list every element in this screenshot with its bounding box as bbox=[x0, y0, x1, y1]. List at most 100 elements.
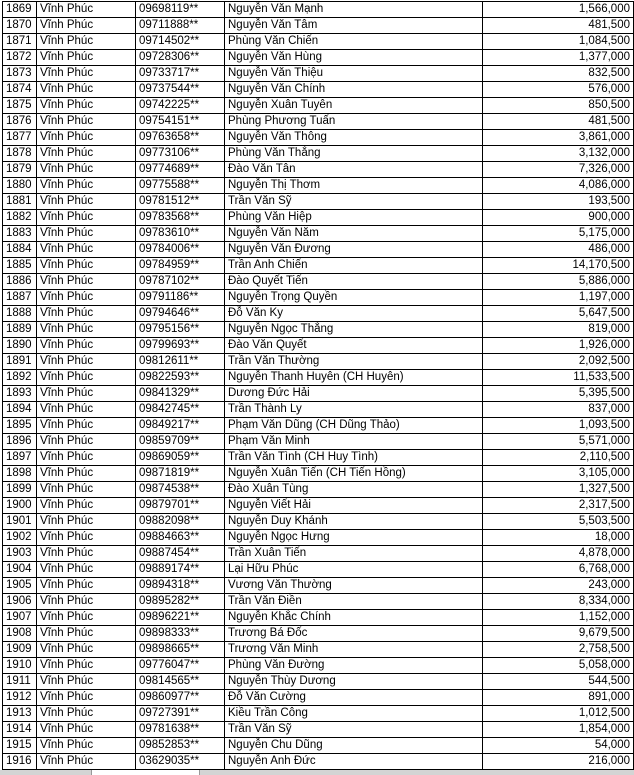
province-cell[interactable]: Vĩnh Phúc bbox=[36, 481, 136, 498]
row-number-cell[interactable]: 1912 bbox=[2, 689, 37, 706]
amount-cell[interactable]: 9,679,500 bbox=[482, 625, 634, 642]
row-number-cell[interactable]: 1896 bbox=[2, 433, 37, 450]
amount-cell[interactable]: 891,000 bbox=[482, 689, 634, 706]
name-cell[interactable]: Nguyễn Văn Mạnh bbox=[224, 1, 483, 18]
name-cell[interactable]: Trần Anh Chiến bbox=[224, 257, 483, 274]
name-cell[interactable]: Phạm Văn Dũng (CH Dũng Thảo) bbox=[224, 417, 483, 434]
row-number-cell[interactable]: 1876 bbox=[2, 113, 37, 130]
phone-cell[interactable]: 09773106** bbox=[135, 145, 225, 162]
amount-cell[interactable]: 11,533,500 bbox=[482, 369, 634, 386]
amount-cell[interactable]: 216,000 bbox=[482, 753, 634, 770]
name-cell[interactable]: Đào Xuân Tùng bbox=[224, 481, 483, 498]
row-number-cell[interactable]: 1890 bbox=[2, 337, 37, 354]
amount-cell[interactable]: 837,000 bbox=[482, 401, 634, 418]
name-cell[interactable]: Nguyễn Thùy Dương bbox=[224, 673, 483, 690]
row-number-cell[interactable]: 1880 bbox=[2, 177, 37, 194]
province-cell[interactable]: Vĩnh Phúc bbox=[36, 65, 136, 82]
province-cell[interactable]: Vĩnh Phúc bbox=[36, 593, 136, 610]
province-cell[interactable]: Vĩnh Phúc bbox=[36, 497, 136, 514]
phone-cell[interactable]: 09874538** bbox=[135, 481, 225, 498]
name-cell[interactable]: Phùng Văn Hiệp bbox=[224, 209, 483, 226]
row-number-cell[interactable]: 1916 bbox=[2, 753, 37, 770]
name-cell[interactable]: Nguyễn Viết Hải bbox=[224, 497, 483, 514]
province-cell[interactable]: Vĩnh Phúc bbox=[36, 321, 136, 338]
amount-cell[interactable]: 1,854,000 bbox=[482, 721, 634, 738]
province-cell[interactable]: Vĩnh Phúc bbox=[36, 225, 136, 242]
amount-cell[interactable]: 1,084,500 bbox=[482, 33, 634, 50]
amount-cell[interactable]: 576,000 bbox=[482, 81, 634, 98]
province-cell[interactable]: Vĩnh Phúc bbox=[36, 385, 136, 402]
province-cell[interactable]: Vĩnh Phúc bbox=[36, 97, 136, 114]
province-cell[interactable]: Vĩnh Phúc bbox=[36, 273, 136, 290]
row-number-cell[interactable]: 1908 bbox=[2, 625, 37, 642]
province-cell[interactable]: Vĩnh Phúc bbox=[36, 513, 136, 530]
name-cell[interactable]: Nguyễn Xuân Tiến (CH Tiến Hồng) bbox=[224, 465, 483, 482]
row-number-cell[interactable]: 1905 bbox=[2, 577, 37, 594]
amount-cell[interactable]: 1,093,500 bbox=[482, 417, 634, 434]
phone-cell[interactable]: 09871819** bbox=[135, 465, 225, 482]
province-cell[interactable]: Vĩnh Phúc bbox=[36, 689, 136, 706]
province-cell[interactable]: Vĩnh Phúc bbox=[36, 209, 136, 226]
sheet-tab[interactable] bbox=[91, 770, 200, 775]
phone-cell[interactable]: 09698119** bbox=[135, 1, 225, 18]
row-number-cell[interactable]: 1902 bbox=[2, 529, 37, 546]
amount-cell[interactable]: 5,503,500 bbox=[482, 513, 634, 530]
amount-cell[interactable]: 5,395,500 bbox=[482, 385, 634, 402]
phone-cell[interactable]: 09884663** bbox=[135, 529, 225, 546]
row-number-cell[interactable]: 1900 bbox=[2, 497, 37, 514]
row-number-cell[interactable]: 1914 bbox=[2, 721, 37, 738]
amount-cell[interactable]: 481,500 bbox=[482, 17, 634, 34]
amount-cell[interactable]: 5,175,000 bbox=[482, 225, 634, 242]
phone-cell[interactable]: 09781512** bbox=[135, 193, 225, 210]
phone-cell[interactable]: 09894318** bbox=[135, 577, 225, 594]
row-number-cell[interactable]: 1888 bbox=[2, 305, 37, 322]
amount-cell[interactable]: 1,152,000 bbox=[482, 609, 634, 626]
name-cell[interactable]: Nguyễn Văn Chính bbox=[224, 81, 483, 98]
province-cell[interactable]: Vĩnh Phúc bbox=[36, 81, 136, 98]
row-number-cell[interactable]: 1906 bbox=[2, 593, 37, 610]
phone-cell[interactable]: 09794646** bbox=[135, 305, 225, 322]
amount-cell[interactable]: 850,500 bbox=[482, 97, 634, 114]
province-cell[interactable]: Vĩnh Phúc bbox=[36, 449, 136, 466]
name-cell[interactable]: Phùng Phương Tuấn bbox=[224, 113, 483, 130]
phone-cell[interactable]: 09849217** bbox=[135, 417, 225, 434]
phone-cell[interactable]: 09774689** bbox=[135, 161, 225, 178]
row-number-cell[interactable]: 1883 bbox=[2, 225, 37, 242]
name-cell[interactable]: Nguyễn Anh Đức bbox=[224, 753, 483, 770]
phone-cell[interactable]: 09737544** bbox=[135, 81, 225, 98]
phone-cell[interactable]: 09728306** bbox=[135, 49, 225, 66]
phone-cell[interactable]: 09742225** bbox=[135, 97, 225, 114]
province-cell[interactable]: Vĩnh Phúc bbox=[36, 609, 136, 626]
name-cell[interactable]: Trương Bá Đốc bbox=[224, 625, 483, 642]
phone-cell[interactable]: 09898665** bbox=[135, 641, 225, 658]
name-cell[interactable]: Đào Văn Quyết bbox=[224, 337, 483, 354]
name-cell[interactable]: Phùng Văn Chiến bbox=[224, 33, 483, 50]
amount-cell[interactable]: 18,000 bbox=[482, 529, 634, 546]
amount-cell[interactable]: 1,327,500 bbox=[482, 481, 634, 498]
row-number-cell[interactable]: 1884 bbox=[2, 241, 37, 258]
row-number-cell[interactable]: 1909 bbox=[2, 641, 37, 658]
amount-cell[interactable]: 3,132,000 bbox=[482, 145, 634, 162]
name-cell[interactable]: Nguyễn Thị Thơm bbox=[224, 177, 483, 194]
phone-cell[interactable]: 09842745** bbox=[135, 401, 225, 418]
name-cell[interactable]: Nguyễn Xuân Tuyên bbox=[224, 97, 483, 114]
row-number-cell[interactable]: 1901 bbox=[2, 513, 37, 530]
amount-cell[interactable]: 3,105,000 bbox=[482, 465, 634, 482]
province-cell[interactable]: Vĩnh Phúc bbox=[36, 433, 136, 450]
row-number-cell[interactable]: 1913 bbox=[2, 705, 37, 722]
phone-cell[interactable]: 09711888** bbox=[135, 17, 225, 34]
province-cell[interactable]: Vĩnh Phúc bbox=[36, 289, 136, 306]
row-number-cell[interactable]: 1873 bbox=[2, 65, 37, 82]
name-cell[interactable]: Trương Văn Minh bbox=[224, 641, 483, 658]
row-number-cell[interactable]: 1904 bbox=[2, 561, 37, 578]
name-cell[interactable]: Nguyễn Văn Tâm bbox=[224, 17, 483, 34]
row-number-cell[interactable]: 1898 bbox=[2, 465, 37, 482]
phone-cell[interactable]: 09852853** bbox=[135, 737, 225, 754]
phone-cell[interactable]: 09781638** bbox=[135, 721, 225, 738]
amount-cell[interactable]: 2,092,500 bbox=[482, 353, 634, 370]
row-number-cell[interactable]: 1869 bbox=[2, 1, 37, 18]
province-cell[interactable]: Vĩnh Phúc bbox=[36, 737, 136, 754]
row-number-cell[interactable]: 1889 bbox=[2, 321, 37, 338]
name-cell[interactable]: Nguyễn Ngọc Hưng bbox=[224, 529, 483, 546]
phone-cell[interactable]: 09859709** bbox=[135, 433, 225, 450]
